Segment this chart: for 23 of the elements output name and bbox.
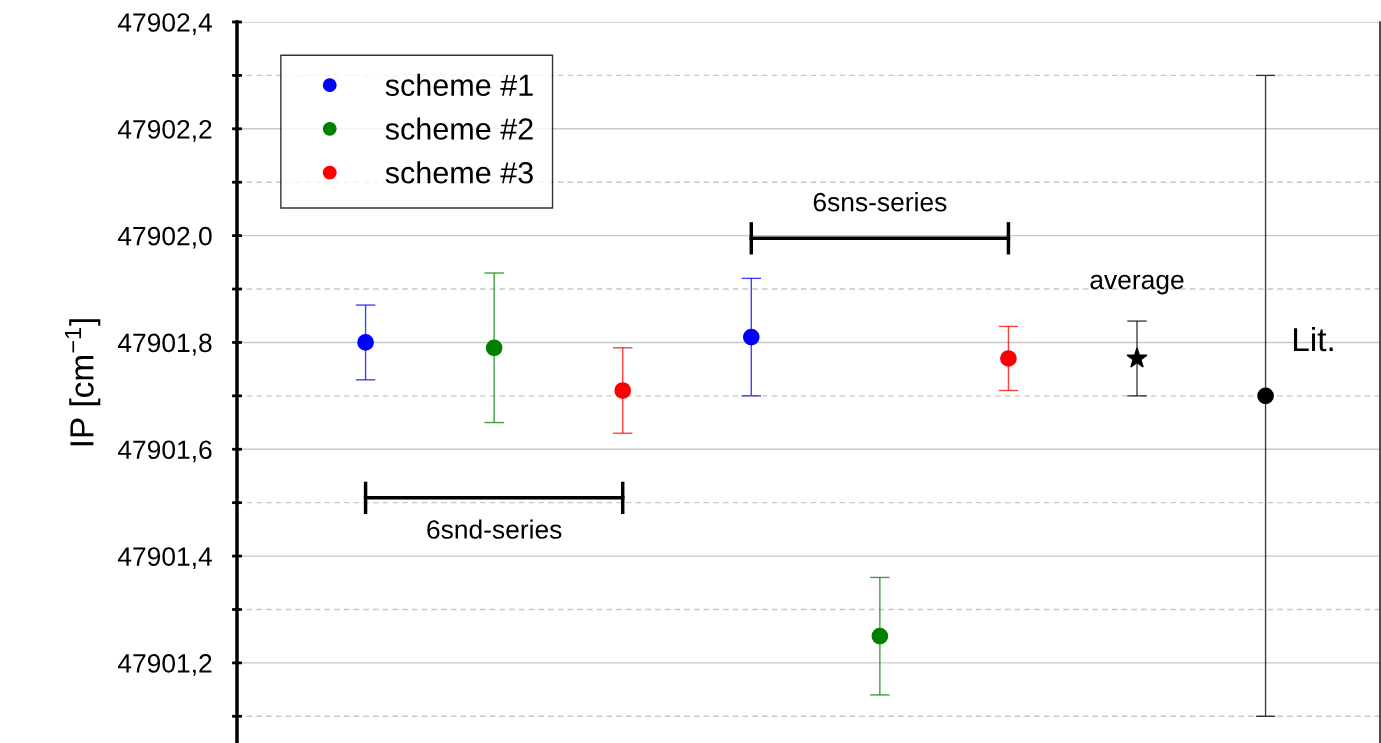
y-tick-label: 47901,8	[117, 333, 212, 356]
point	[485, 339, 503, 357]
y-tick-label: 47902,2	[117, 119, 212, 142]
y-tick-label: 47901,4	[117, 547, 212, 570]
y-tick-label: 47902,4	[117, 13, 212, 35]
legend-label: scheme #1	[385, 73, 533, 97]
y-tick-label: 47901,2	[117, 654, 212, 676]
legend-label: scheme #3	[385, 161, 533, 184]
y-tick-label: 47902,0	[117, 226, 212, 249]
point	[357, 334, 374, 351]
text: average	[1090, 274, 1184, 295]
point	[742, 328, 760, 346]
point	[614, 382, 632, 399]
point	[871, 627, 889, 645]
series-label: Lit.	[1294, 326, 1333, 352]
y-axis-title: IP [cm$^{−1}$]	[64, 319, 101, 446]
legend-label: scheme #2	[385, 117, 533, 140]
point	[1257, 387, 1274, 405]
point	[1000, 350, 1017, 367]
point	[1126, 347, 1148, 368]
annotation: 6sns-series	[813, 192, 947, 212]
y-tick-label: 47901,6	[117, 440, 212, 463]
annotation: 6snd-series	[427, 519, 562, 539]
